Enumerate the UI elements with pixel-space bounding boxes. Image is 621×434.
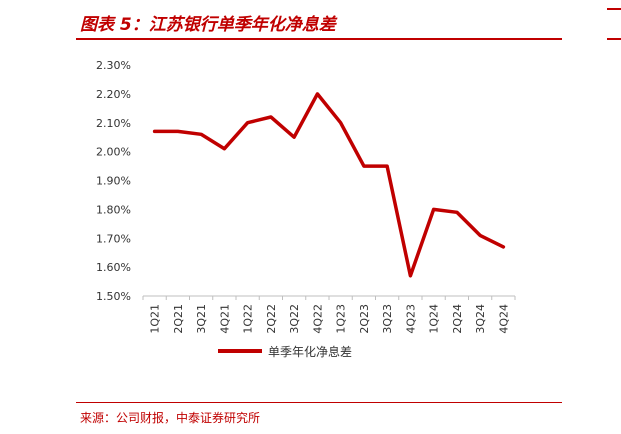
- y-tick-label: 1.90%: [96, 175, 131, 188]
- line-chart: 1.50% 1.60% 1.70% 1.80% 1.90% 2.00% 2.10% 2.20%…: [96, 59, 516, 359]
- y-tick-label: 1.50%: [96, 290, 131, 303]
- y-tick-label: 2.00%: [96, 146, 131, 159]
- y-tick-label: 1.60%: [96, 261, 131, 274]
- y-tick-label: 2.30%: [96, 59, 131, 72]
- y-tick-label: 2.10%: [96, 117, 131, 130]
- x-tick-label: 2Q22: [265, 304, 278, 334]
- source-note: 来源：公司财报，中泰证券研究所: [80, 411, 261, 425]
- chart-title: 图表 5：江苏银行单季年化净息差: [80, 15, 336, 35]
- x-tick-label: 4Q22: [311, 304, 324, 334]
- x-tick-label: 4Q24: [497, 304, 510, 334]
- legend-label: 单季年化净息差: [268, 344, 352, 359]
- x-tick-label: 4Q21: [218, 304, 231, 334]
- x-tick-label: 1Q24: [428, 304, 441, 334]
- x-tick-label: 4Q23: [404, 304, 417, 334]
- x-tick-label: 3Q24: [474, 304, 487, 334]
- y-tick-label: 2.20%: [96, 88, 131, 101]
- adjacent-panel-rule-top: [607, 8, 621, 10]
- x-tick-label: 1Q21: [149, 304, 162, 334]
- x-tick-label: 2Q21: [172, 304, 185, 334]
- x-tick-label: 2Q24: [451, 304, 464, 334]
- x-tick-label: 3Q21: [195, 304, 208, 334]
- adjacent-panel-rule: [607, 38, 621, 40]
- x-tick-label: 2Q23: [358, 304, 371, 334]
- source-rule: [76, 402, 562, 403]
- series-line: [152, 92, 506, 278]
- x-axis: 1Q21 2Q21 3Q21 4Q21 1Q22 2Q22 3Q22 4Q22 1Q23 2Q23…: [142, 295, 516, 334]
- x-tick-label: 3Q23: [381, 304, 394, 334]
- y-tick-label: 1.80%: [96, 203, 131, 216]
- x-tick-label: 1Q22: [242, 304, 255, 334]
- y-axis: 1.50% 1.60% 1.70% 1.80% 1.90% 2.00% 2.10% 2.20%…: [96, 59, 131, 303]
- title-rule: [76, 38, 562, 40]
- x-tick-label: 3Q22: [288, 304, 301, 334]
- legend: 单季年化净息差: [218, 344, 352, 359]
- series-layer: [152, 92, 506, 278]
- x-tick-label: 1Q23: [335, 304, 348, 334]
- y-tick-label: 1.70%: [96, 232, 131, 245]
